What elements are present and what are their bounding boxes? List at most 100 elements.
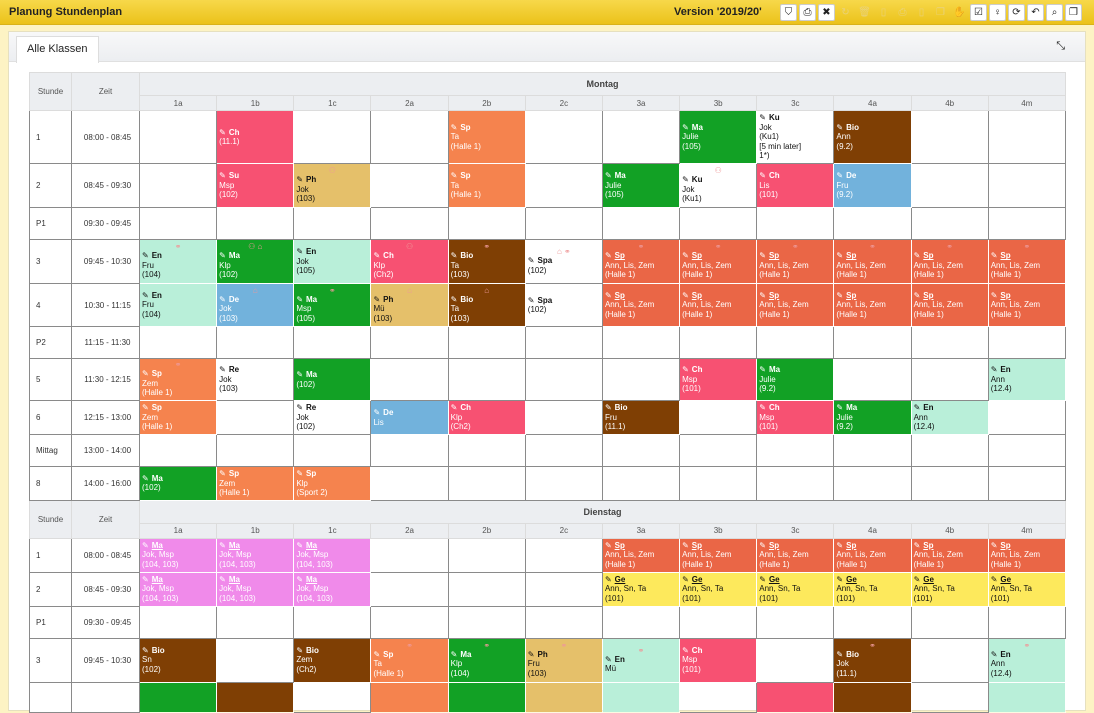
empty-slot[interactable] [447, 537, 526, 573]
empty-slot[interactable] [679, 400, 758, 435]
pencil-icon[interactable]: ✎ [219, 574, 226, 584]
pencil-icon[interactable]: ✎ [836, 574, 844, 584]
pencil-icon[interactable]: ✎ [219, 171, 226, 181]
lesson-Ku[interactable]: ✎ Ku Jok (Ku1) [5 min later] 1*) [756, 110, 835, 164]
empty-slot[interactable] [833, 605, 912, 639]
pencil-icon[interactable]: ✎ [296, 540, 304, 550]
empty-slot[interactable] [756, 326, 835, 359]
lesson-Ge[interactable]: ✎ Ge Ann, Sn, Ta (101) [987, 571, 1066, 607]
pencil-icon[interactable]: ✎ [836, 171, 844, 181]
class-header-1b[interactable]: 1b [216, 95, 295, 111]
lesson-Sp[interactable]: ✎ Sp Ann, Lis, Zem (Halle 1) [601, 283, 681, 327]
lesson-Bio[interactable]: ⚭ ✎ Bio Jok (11.1) [833, 637, 912, 683]
empty-slot[interactable] [524, 326, 603, 359]
lesson-En[interactable]: ✎ En Jok (105) [293, 239, 372, 284]
pencil-icon[interactable]: ✎ [219, 251, 226, 261]
lesson-Ma[interactable]: ✎ Ma Jok, Msp (104, 103) [216, 571, 295, 607]
empty-slot[interactable] [601, 358, 681, 401]
tab-alle-klassen[interactable]: Alle Klassen [16, 36, 99, 63]
lesson-Ma[interactable]: ✎ Ma Julie (105) [679, 110, 758, 164]
pencil-icon[interactable]: ✎ [682, 175, 689, 185]
pencil-icon[interactable]: ✎ [836, 251, 844, 261]
pencil-icon[interactable]: ✎ [604, 290, 612, 300]
pencil-icon[interactable]: ✎ [527, 256, 535, 265]
empty-slot[interactable] [910, 605, 989, 639]
empty-slot[interactable] [987, 434, 1066, 467]
lesson-Sp[interactable]: ✎ Sp Ann, Lis, Zem (Halle 1) [910, 537, 989, 573]
delete-icon[interactable]: ✖ [818, 4, 835, 21]
empty-slot[interactable] [293, 326, 372, 359]
lesson-Ma[interactable]: ✎ Ma Julie (105) [601, 163, 681, 208]
empty-slot[interactable] [987, 326, 1066, 359]
lesson-Ku[interactable]: ⚇ ✎ Ku Jok (Ku1) [679, 163, 758, 208]
empty-slot[interactable] [601, 207, 681, 240]
pencil-icon[interactable]: ✎ [990, 574, 998, 584]
pencil-icon[interactable]: ✎ [759, 403, 766, 413]
empty-slot[interactable] [987, 163, 1066, 208]
class-header-2a[interactable]: 2a [370, 522, 449, 539]
lesson-block[interactable] [987, 681, 1066, 713]
empty-slot[interactable] [370, 537, 449, 573]
lesson-Ph[interactable]: ⚇ ✎ Ph Jok (103) [293, 163, 372, 208]
lesson-Sp[interactable]: ✎ Sp Ann, Lis, Zem (Halle 1) [756, 283, 835, 327]
class-header-1c[interactable]: 1c [293, 95, 372, 111]
tag-icon[interactable]: ⛉ [780, 4, 797, 21]
pencil-icon[interactable]: ✎ [142, 251, 149, 261]
lesson-Sp[interactable]: ✎ Sp Ann, Lis, Zem (Halle 1) [833, 537, 912, 573]
empty-slot[interactable] [756, 637, 835, 683]
class-header-3a[interactable]: 3a [601, 522, 681, 539]
lesson-Ge[interactable]: ✎ Ge Ann, Sn, Ta (101) [679, 571, 758, 607]
empty-slot[interactable] [370, 163, 449, 208]
lesson-Ma[interactable]: ✎ Ma Jok, Msp (104, 103) [138, 537, 218, 573]
empty-slot[interactable] [601, 110, 681, 164]
empty-slot[interactable] [524, 358, 603, 401]
class-header-2a[interactable]: 2a [370, 95, 449, 111]
empty-slot[interactable] [524, 207, 603, 240]
pencil-icon[interactable]: ✎ [373, 649, 381, 659]
lesson-En[interactable]: ⚭ ✎ En Ann (12.4) [987, 637, 1066, 683]
bulb-icon[interactable]: ♀ [989, 4, 1006, 21]
pencil-icon[interactable]: ✎ [296, 574, 304, 584]
class-header-2c[interactable]: 2c [524, 95, 603, 111]
class-header-2b[interactable]: 2b [447, 522, 526, 539]
class-header-1b[interactable]: 1b [216, 522, 295, 539]
pencil-icon[interactable]: ✎ [913, 540, 921, 550]
lesson-Bio[interactable]: ⚭ ✎ Bio Ta (103) [447, 239, 526, 284]
lesson-Sp[interactable]: ✎ Sp Ann, Lis, Zem (Halle 1) [679, 537, 758, 573]
pencil-icon[interactable]: ✎ [450, 122, 458, 132]
class-header-3a[interactable]: 3a [601, 95, 681, 111]
lesson-Ch[interactable]: ✎ Ch Msp (101) [679, 637, 758, 683]
class-header-4a[interactable]: 4a [833, 95, 912, 111]
empty-slot[interactable] [756, 466, 835, 501]
pencil-icon[interactable]: ✎ [682, 365, 689, 375]
empty-slot[interactable] [910, 326, 989, 359]
lesson-Bio[interactable]: ✎ Bio Zem (Ch2) [293, 637, 372, 683]
pencil-icon[interactable]: ✎ [450, 649, 458, 659]
pencil-icon[interactable]: ✎ [527, 649, 535, 659]
class-header-3b[interactable]: 3b [679, 522, 758, 539]
lesson-block[interactable] [138, 681, 218, 713]
lesson-Bio[interactable]: ⌂ ✎ Bio Ta (103) [447, 283, 526, 327]
lesson-block[interactable] [524, 681, 603, 713]
empty-slot[interactable] [679, 434, 758, 467]
class-header-1a[interactable]: 1a [138, 522, 218, 539]
pencil-icon[interactable]: ✎ [836, 649, 844, 659]
lesson-block[interactable] [756, 681, 835, 713]
lesson-Spa[interactable]: ✎ Spa (102) [524, 283, 603, 327]
pencil-icon[interactable]: ✎ [296, 370, 304, 379]
pencil-icon[interactable]: ✎ [990, 540, 998, 550]
lesson-Ch[interactable]: ✎ Ch Msp (101) [756, 400, 835, 435]
pencil-icon[interactable]: ✎ [142, 290, 149, 300]
pencil-icon[interactable]: ✎ [296, 469, 304, 478]
lesson-Sp[interactable]: ⚭ ✎ Sp Ann, Lis, Zem (Halle 1) [833, 239, 912, 284]
empty-slot[interactable] [293, 605, 372, 639]
class-header-4b[interactable]: 4b [910, 522, 989, 539]
pencil-icon[interactable]: ✎ [142, 403, 149, 413]
lesson-En[interactable]: ⚭ ✎ En Mü [601, 637, 681, 683]
lesson-Sp[interactable]: ✎ Sp Ann, Lis, Zem (Halle 1) [987, 283, 1066, 327]
lesson-block[interactable] [370, 681, 449, 713]
empty-slot[interactable] [138, 207, 218, 240]
empty-slot[interactable] [524, 434, 603, 467]
empty-slot[interactable] [216, 434, 295, 467]
lesson-Sp[interactable]: ✎ Sp Zem (Halle 1) [138, 400, 218, 435]
